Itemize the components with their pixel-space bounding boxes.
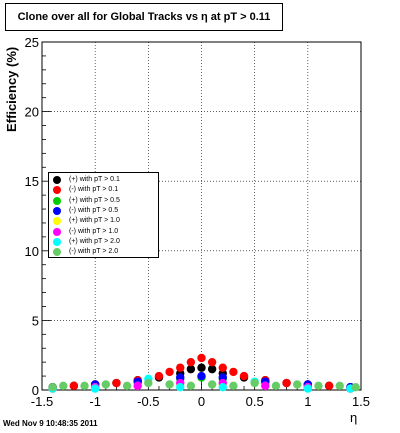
data-point <box>122 381 132 391</box>
legend-marker-icon <box>53 186 61 195</box>
data-point <box>176 363 185 372</box>
data-point <box>59 381 68 391</box>
legend-marker-icon <box>53 176 61 184</box>
legend-label: (-) with pT > 1.0 <box>69 227 119 235</box>
data-point <box>229 367 238 377</box>
data-point <box>197 363 206 372</box>
data-point <box>351 383 360 392</box>
data-point <box>186 364 196 374</box>
x-tick-label: 0.5 <box>246 394 264 409</box>
legend-entry: (-) with pT > 0.1 <box>49 185 158 195</box>
data-point <box>293 380 302 389</box>
data-point <box>261 381 270 391</box>
legend: (+) with pT > 0.1 (-) with pT > 0.1 (+) wi… <box>48 172 159 258</box>
data-point <box>101 380 111 389</box>
data-point <box>144 378 153 388</box>
data-point <box>218 363 227 372</box>
data-point <box>165 367 174 377</box>
data-point <box>229 381 238 391</box>
legend-entry: (-) with pT > 0.5 <box>49 206 158 216</box>
legend-entry: (+) with pT > 0.1 <box>49 175 158 185</box>
x-tick-label: -1 <box>89 394 101 409</box>
x-tick-label: 0 <box>198 394 205 409</box>
y-tick-label: 25 <box>25 35 39 50</box>
legend-entry: (+) with pT > 2.0 <box>49 237 158 247</box>
legend-entry: (+) with pT > 0.5 <box>49 196 158 206</box>
legend-label: (+) with pT > 0.5 <box>69 196 120 204</box>
data-point <box>90 384 100 393</box>
y-tick-label: 15 <box>25 174 39 189</box>
data-point <box>197 371 206 381</box>
legend-label: (+) with pT > 2.0 <box>69 237 120 245</box>
data-point <box>314 381 323 391</box>
legend-label: (+) with pT > 1.0 <box>69 217 120 225</box>
y-tick-label: 20 <box>25 105 39 120</box>
data-point <box>133 381 142 391</box>
data-point <box>69 381 79 391</box>
legend-label: (-) with pT > 2.0 <box>69 248 119 256</box>
chart-title: Clone over all for Global Tracks vs η at… <box>5 3 283 31</box>
data-point <box>207 380 217 389</box>
legend-marker-icon <box>53 237 61 246</box>
data-point <box>165 380 174 389</box>
data-point <box>271 381 281 391</box>
data-point <box>48 383 57 392</box>
legend-marker-icon <box>53 217 61 226</box>
x-tick-label: -0.5 <box>137 394 159 409</box>
legend-marker-icon <box>53 206 61 215</box>
legend-entry: (+) with pT > 1.0 <box>49 216 158 226</box>
data-point <box>282 378 291 388</box>
x-axis-label: η <box>350 410 358 425</box>
data-point <box>335 381 344 391</box>
y-axis-label: Efficiency (%) <box>4 46 19 132</box>
data-point <box>186 357 196 367</box>
y-tick-label: 0 <box>32 383 39 398</box>
data-point <box>207 364 217 374</box>
legend-marker-icon <box>53 248 61 257</box>
x-tick-label: 1 <box>304 394 311 409</box>
y-tick-label: 10 <box>25 244 39 259</box>
legend-entry: (-) with pT > 1.0 <box>49 227 158 237</box>
data-point <box>207 357 217 367</box>
legend-label: (+) with pT > 0.1 <box>69 176 120 183</box>
y-tick-label: 5 <box>32 313 39 328</box>
data-point <box>197 353 206 363</box>
data-point <box>250 378 259 388</box>
x-tick-label: -1.5 <box>31 394 53 409</box>
legend-label: (-) with pT > 0.5 <box>69 206 119 214</box>
data-point <box>112 378 121 388</box>
timestamp: Wed Nov 9 10:48:35 2011 <box>3 419 98 428</box>
legend-marker-icon <box>53 196 61 205</box>
data-point <box>218 383 227 392</box>
data-point <box>186 381 196 391</box>
data-point <box>176 383 185 392</box>
data-point <box>239 371 249 381</box>
x-tick-label: 1.5 <box>352 394 370 409</box>
data-point <box>154 371 164 381</box>
legend-marker-icon <box>53 227 61 236</box>
legend-label: (-) with pT > 0.1 <box>69 186 119 194</box>
legend-entry: (-) with pT > 2.0 <box>49 247 158 257</box>
data-point <box>324 381 334 391</box>
data-point <box>80 381 89 391</box>
data-point <box>303 384 313 393</box>
